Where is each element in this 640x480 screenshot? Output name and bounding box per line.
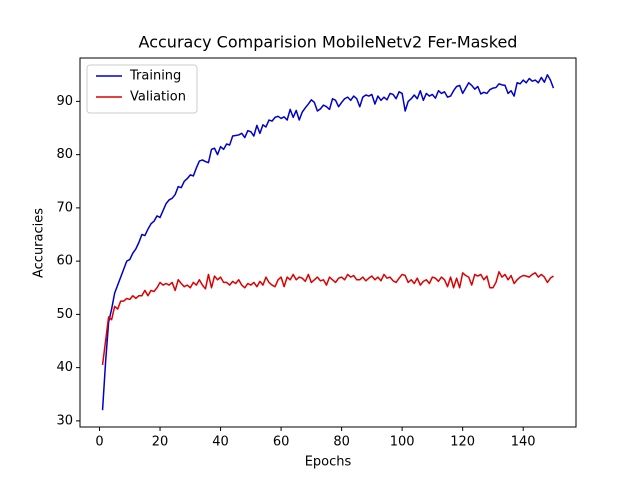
x-tick-label: 0 xyxy=(95,435,103,450)
y-tick-label: 50 xyxy=(56,307,73,322)
plot-frame xyxy=(79,57,577,428)
legend-label: Training xyxy=(129,69,181,84)
x-axis-label: Epochs xyxy=(305,455,352,470)
y-tick-label: 30 xyxy=(56,413,73,428)
x-tick-label: 20 xyxy=(152,435,169,450)
x-tick-label: 40 xyxy=(212,435,229,450)
x-tick-label: 80 xyxy=(333,435,350,450)
y-tick-label: 70 xyxy=(56,200,73,215)
x-tick-label: 60 xyxy=(273,435,290,450)
y-tick-label: 60 xyxy=(56,254,73,269)
x-tick-label: 120 xyxy=(450,435,475,450)
legend-label: Valiation xyxy=(130,90,186,105)
y-tick-label: 80 xyxy=(56,147,73,162)
series-line xyxy=(101,74,555,411)
series-line xyxy=(101,271,554,366)
x-tick-label: 140 xyxy=(511,435,536,450)
x-tick-label: 100 xyxy=(390,435,415,450)
y-tick-label: 90 xyxy=(56,94,73,109)
y-axis-label: Accuracies xyxy=(32,208,47,278)
chart-title: Accuracy Comparision MobileNetv2 Fer-Mas… xyxy=(139,33,518,52)
y-tick-label: 40 xyxy=(56,360,73,375)
legend-box xyxy=(86,64,198,114)
